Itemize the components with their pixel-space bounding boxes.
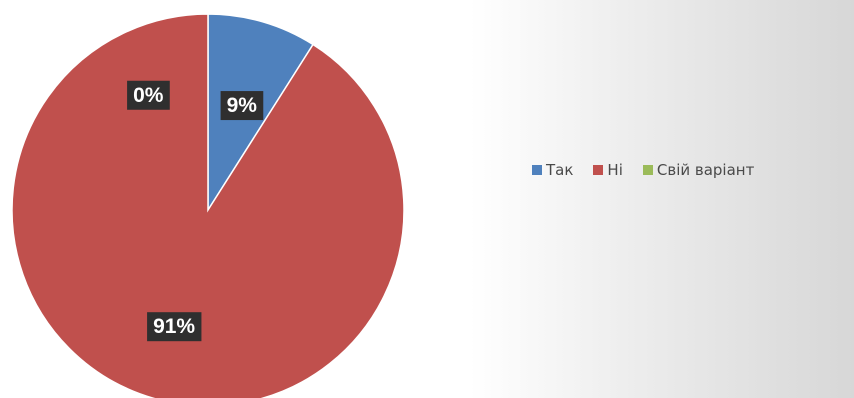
data-label-1: 91%: [147, 312, 202, 342]
chart-legend: Так Ні Свій варіант: [532, 161, 754, 179]
pie-slices: [11, 13, 405, 398]
legend-label-ni: Ні: [607, 161, 623, 179]
legend-label-sviy-variant: Свій варіант: [656, 161, 755, 179]
data-label-bg-2: [127, 80, 170, 110]
data-label-bg-0: [220, 91, 264, 121]
data-label-2: 0%: [127, 80, 170, 110]
data-label-0: 9%: [220, 91, 264, 121]
data-label-bg-1: [147, 312, 202, 342]
legend-swatch-ni: [593, 165, 604, 175]
legend-item-ni[interactable]: Ні: [593, 161, 623, 179]
data-label-text-0: 9%: [227, 94, 258, 117]
pie-data-labels: 9% 91% 0%: [127, 80, 264, 342]
legend-swatch-sviy-variant: [642, 165, 653, 175]
data-label-text-2: 0%: [133, 84, 164, 107]
legend-item-sviy-variant[interactable]: Свій варіант: [642, 161, 755, 179]
pie-slice-1[interactable]: [11, 13, 405, 398]
legend-swatch-tak: [532, 165, 542, 175]
legend-label-tak: Так: [546, 161, 574, 179]
legend-item-tak[interactable]: Так: [532, 161, 573, 179]
data-label-text-1: 91%: [153, 315, 195, 338]
